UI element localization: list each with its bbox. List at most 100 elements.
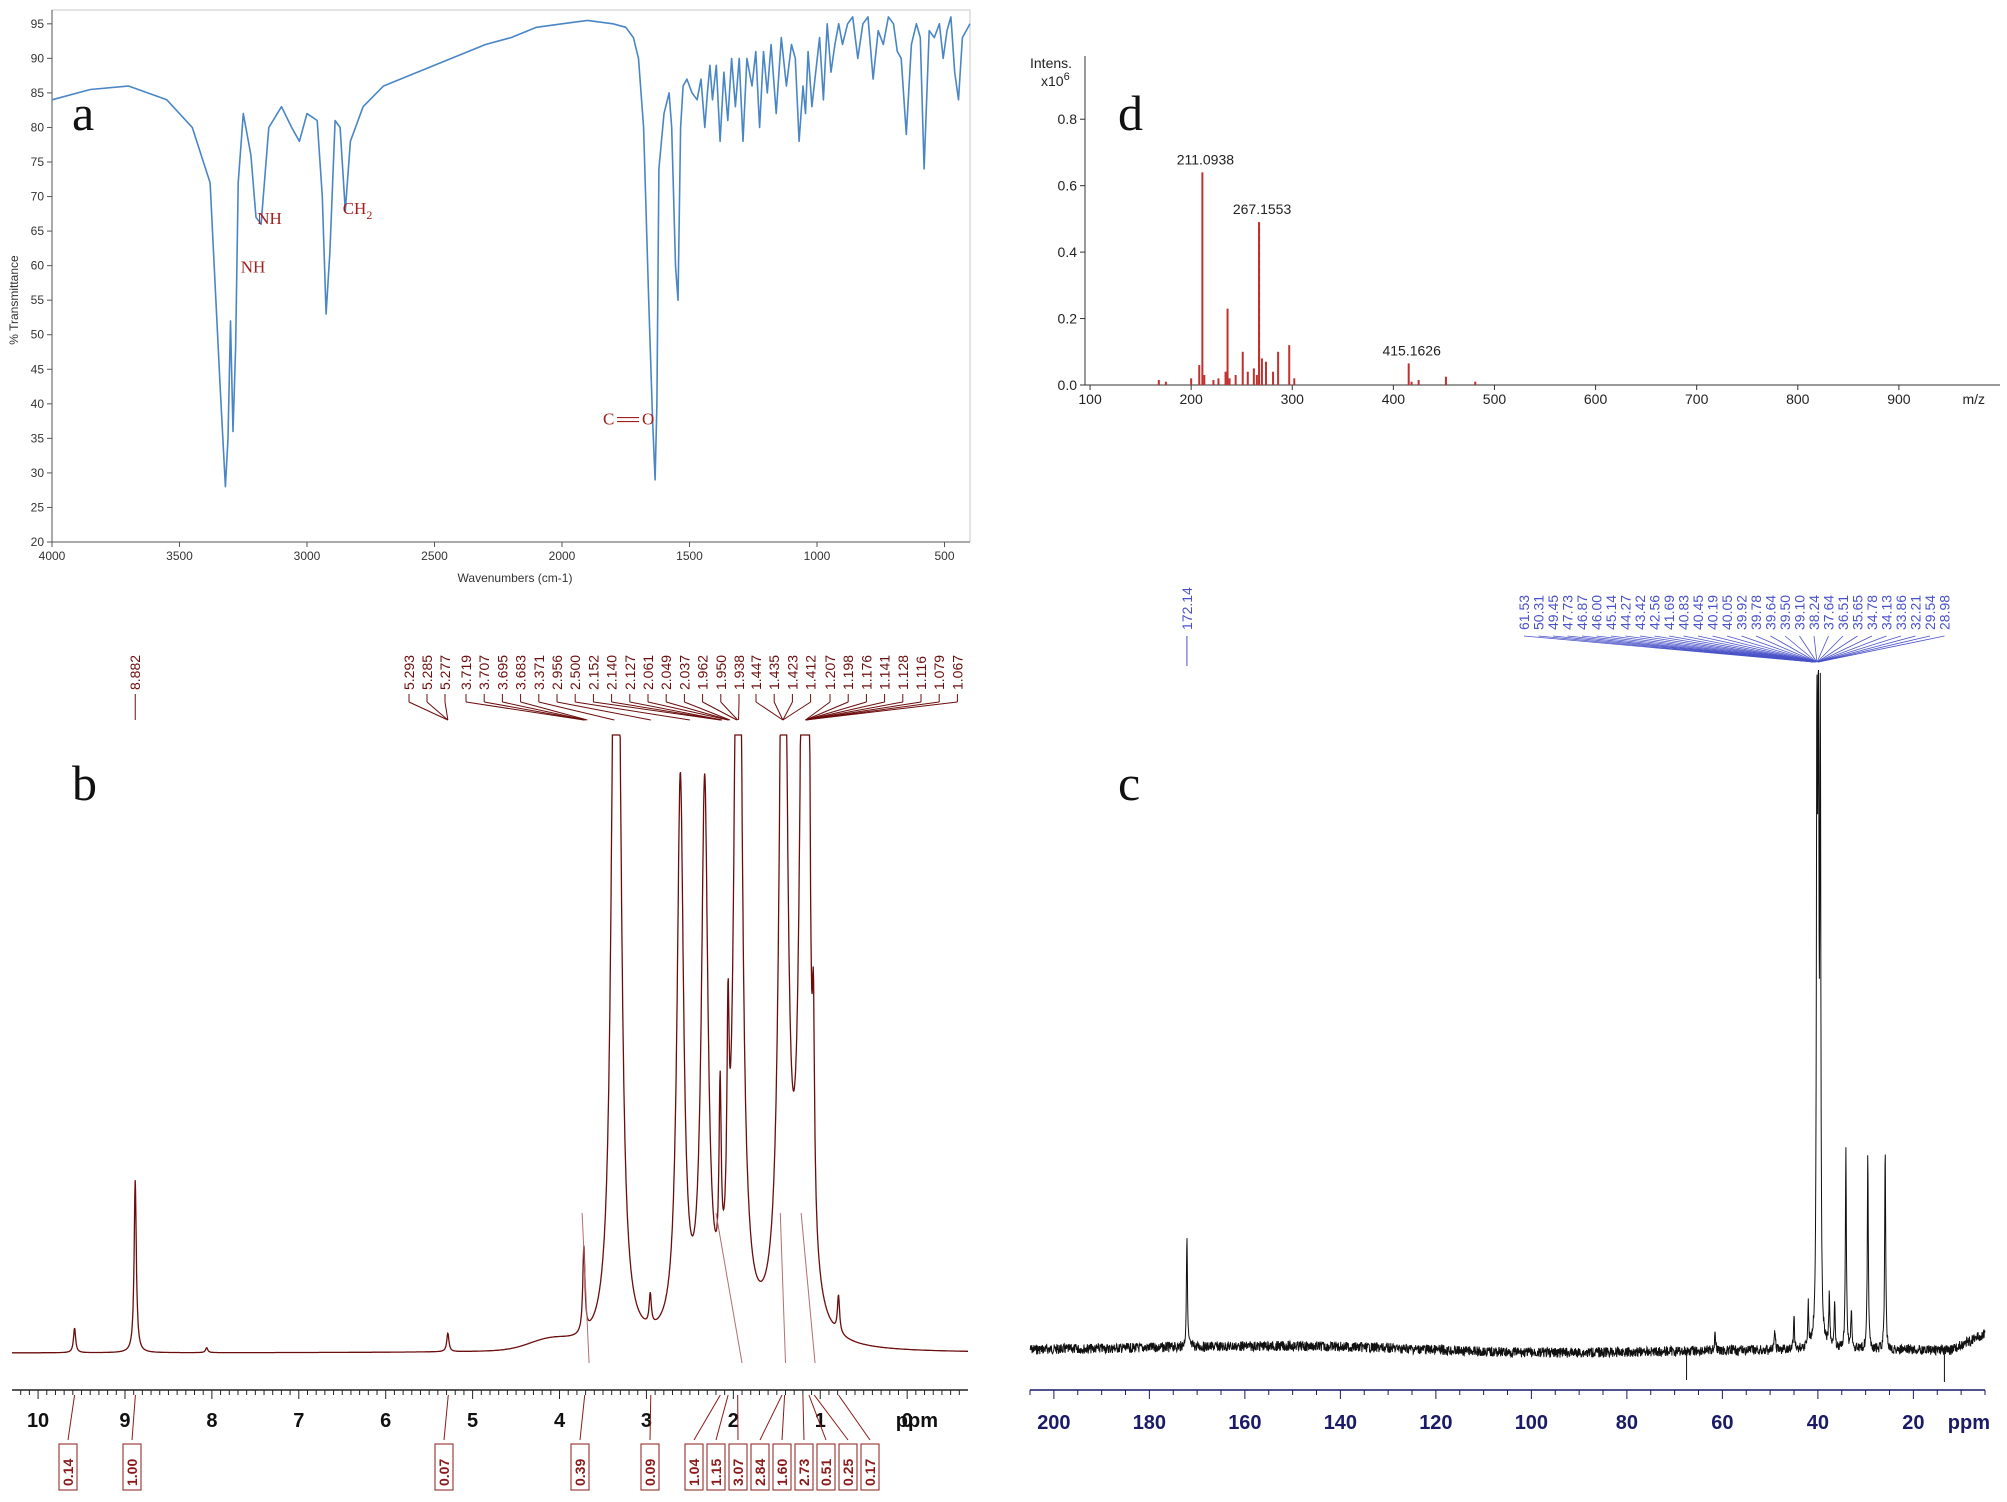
h1-label-leader [773, 701, 784, 721]
c13-label-leader [1668, 635, 1816, 663]
ir-peak-label: NH [241, 258, 266, 277]
h1-x-tick-label: 1 [815, 1410, 826, 1432]
c13-peak-label: 39.64 [1763, 595, 1779, 630]
c13-label-leader [1813, 635, 1818, 663]
c13-peak-label: 47.73 [1560, 595, 1576, 630]
c13-label-leader [1770, 635, 1817, 663]
h1-integral-value: 0.07 [436, 1459, 452, 1486]
h1-label-leader [805, 701, 867, 721]
h1-label-leader [556, 701, 651, 721]
ir-x-tick-label: 1000 [804, 549, 831, 563]
h1-peak-label: 5.277 [437, 655, 453, 690]
h1-peak-label: 1.435 [766, 655, 782, 690]
ir-y-tick-label: 60 [31, 259, 45, 273]
ir-x-tick-label: 3000 [294, 549, 321, 563]
h1-integral-value: 3.07 [730, 1459, 746, 1486]
h1-x-tick-label: 8 [206, 1410, 217, 1432]
c13-peak-label: 37.64 [1821, 595, 1837, 630]
h1-integral-value: 2.73 [796, 1459, 812, 1486]
h1-integral-curve [581, 1212, 590, 1364]
c13-x-tick-label: 160 [1228, 1412, 1261, 1434]
c13-peak-label: 46.87 [1574, 595, 1590, 630]
c13-peak-label: 41.69 [1661, 595, 1677, 630]
ir-y-tick-label: 50 [31, 328, 45, 342]
h1-integral-value: 1.04 [686, 1459, 702, 1486]
ms-x-tick-label: 400 [1382, 391, 1406, 407]
h1-integral-box [772, 1443, 792, 1491]
h1-integral-value: 2.84 [752, 1459, 768, 1486]
c13-peak-label: 29.54 [1922, 595, 1938, 630]
ms-y-tick-label: 0.8 [1058, 111, 1078, 127]
h1-peak-label: 2.049 [658, 655, 674, 690]
c13-label-leader [1726, 635, 1816, 663]
c13-peak-label: 39.10 [1792, 595, 1808, 630]
h1-label-leader [782, 701, 811, 721]
c13-peak-label: 172.14 [1179, 587, 1195, 630]
h1-integral-leader [443, 1394, 449, 1441]
h1-integral-box [816, 1443, 836, 1491]
c13-label-leader [1817, 635, 1844, 663]
h1-label-leader [805, 701, 885, 721]
c13-peak-label: 39.92 [1734, 595, 1750, 630]
h1-label-leader [684, 701, 731, 721]
c13-x-tick-label: 200 [1037, 1412, 1070, 1434]
c13-peak-label: 45.14 [1603, 595, 1619, 630]
c13-x-tick-label: 40 [1807, 1412, 1829, 1434]
c13-peak-label: 39.50 [1777, 595, 1793, 630]
c13-peak-label: 38.24 [1806, 595, 1822, 630]
ms-x-tick-label: 900 [1887, 391, 1911, 407]
c13-label-leader [1639, 635, 1815, 663]
h1-integral-leader [579, 1394, 586, 1441]
h1-peak-label: 1.079 [931, 655, 947, 690]
ms-y-scale-label: x106 [1041, 71, 1070, 89]
h1-integral-value: 1.60 [774, 1459, 790, 1486]
h1-peak-label: 1.128 [895, 655, 911, 690]
h1-label-leader [593, 701, 721, 721]
c13-peak-label: 40.05 [1719, 595, 1735, 630]
ms-x-tick-label: 100 [1078, 391, 1102, 407]
c13-x-tick-label: 80 [1616, 1412, 1638, 1434]
h1-peak-label: 1.176 [858, 655, 874, 690]
h1-integral-value: 1.00 [124, 1459, 140, 1486]
h1-x-tick-label: 5 [467, 1410, 478, 1432]
c13-spectrum-line [1029, 669, 1986, 1359]
ir-peak-label-text: CH [343, 199, 367, 218]
c13-label-leader [1816, 635, 1829, 663]
h1-label-leader [520, 701, 588, 721]
c13-label-leader [1817, 635, 1902, 663]
ms-x-tick-label: 600 [1584, 391, 1608, 407]
h1-peak-label: 1.116 [913, 656, 929, 690]
c13-label-leader [1697, 635, 1816, 663]
h1-x-tick-label: 0 [902, 1410, 913, 1432]
panel-label-a: a [72, 85, 94, 141]
h1-peak-label: 3.683 [513, 655, 529, 690]
ir-x-tick-label: 2000 [549, 549, 576, 563]
h1-label-leader [720, 701, 739, 721]
c13-label-leader [1712, 635, 1816, 663]
c13-x-axis-label: ppm [1948, 1412, 1990, 1434]
ir-x-tick-label: 4000 [39, 549, 66, 563]
c13-peak-label: 61.53 [1516, 595, 1532, 630]
ms-x-axis-label: m/z [1962, 391, 1985, 407]
panel-label-d: d [1118, 85, 1143, 141]
c13-peak-label: 42.56 [1647, 595, 1663, 630]
ms-x-tick-label: 500 [1483, 391, 1507, 407]
h1-integral-leader [67, 1394, 76, 1441]
ir-peak-label: CH2 [343, 199, 373, 222]
c13-peak-label: 33.86 [1893, 595, 1909, 630]
ir-y-tick-label: 55 [31, 293, 45, 307]
h1-integral-box [838, 1443, 858, 1491]
h1-label-leader [782, 701, 793, 721]
ms-peak-label: 211.0938 [1177, 151, 1235, 167]
c13-peak-label: 32.21 [1908, 595, 1924, 630]
c13-x-tick-label: 60 [1711, 1412, 1733, 1434]
h1-x-tick-label: 2 [728, 1410, 739, 1432]
c13-label-leader [1817, 635, 1873, 663]
ir-y-tick-label: 45 [31, 362, 45, 376]
c13-x-tick-label: 120 [1419, 1412, 1452, 1434]
h1-integral-box [750, 1443, 770, 1491]
h1-integral-box [860, 1443, 880, 1491]
h1-integral-curve [800, 1212, 816, 1364]
ms-x-tick-label: 800 [1786, 391, 1810, 407]
